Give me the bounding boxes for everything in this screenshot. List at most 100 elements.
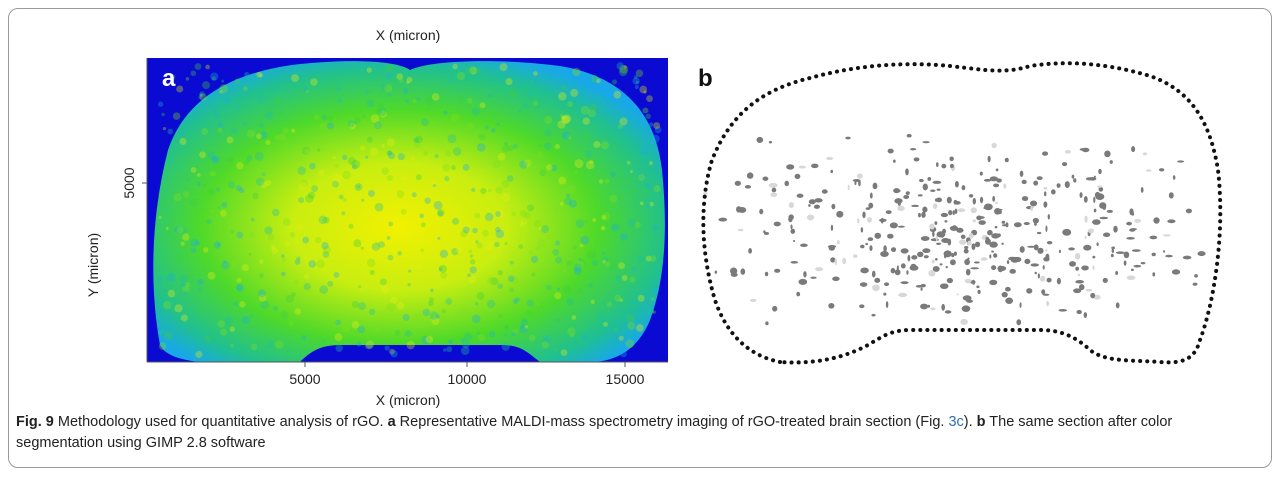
texture-dot — [461, 306, 469, 314]
texture-dot — [296, 256, 301, 261]
speck — [1098, 168, 1102, 175]
speck — [1102, 232, 1111, 238]
texture-dot — [558, 92, 567, 101]
texture-dot — [319, 285, 329, 294]
speck — [883, 245, 887, 253]
texture-dot — [291, 74, 299, 83]
speck — [842, 257, 847, 265]
texture-dot — [279, 111, 285, 117]
texture-dot — [364, 90, 369, 95]
texture-dot — [278, 133, 286, 141]
texture-dot — [489, 331, 496, 338]
texture-dot — [207, 307, 213, 312]
texture-dot — [270, 245, 276, 250]
texture-dot — [280, 271, 286, 277]
texture-dot — [546, 164, 553, 171]
texture-dot — [301, 146, 311, 155]
texture-dot — [629, 187, 637, 195]
texture-dot — [309, 162, 316, 170]
speck — [1050, 189, 1056, 195]
texture-dot — [538, 226, 542, 231]
speck — [1045, 248, 1048, 252]
texture-dot — [545, 284, 552, 291]
speck — [856, 173, 863, 179]
texture-dot — [614, 127, 619, 132]
speck — [1041, 289, 1046, 295]
texture-dot — [438, 264, 447, 273]
speck — [1029, 200, 1038, 207]
speck — [1165, 254, 1173, 258]
texture-dot — [536, 151, 544, 159]
speck — [811, 163, 819, 169]
texture-dot — [524, 211, 531, 219]
texture-dot — [384, 345, 390, 351]
texture-dot — [467, 122, 474, 130]
speck — [887, 148, 894, 154]
texture-dot — [182, 233, 190, 241]
caption-segment[interactable]: 3c — [948, 414, 964, 430]
texture-dot — [643, 90, 647, 94]
speck — [935, 235, 938, 242]
texture-dot — [492, 160, 501, 169]
speck — [993, 183, 1000, 188]
speck — [1113, 225, 1118, 233]
texture-dot — [256, 71, 263, 78]
texture-dot — [199, 93, 203, 97]
texture-dot — [379, 278, 387, 286]
texture-dot — [544, 334, 552, 342]
speck — [1046, 301, 1050, 307]
speck — [883, 282, 890, 287]
texture-dot — [386, 236, 391, 240]
texture-dot — [501, 342, 510, 351]
texture-dot — [482, 229, 489, 237]
speck — [1058, 309, 1068, 312]
texture-dot — [157, 275, 163, 282]
speck — [1030, 263, 1039, 267]
texture-dot — [573, 263, 582, 272]
speck — [1064, 181, 1070, 189]
texture-dot — [353, 121, 357, 125]
speck — [736, 206, 742, 213]
texture-dot — [333, 173, 342, 182]
speck — [814, 198, 823, 203]
speck — [1013, 222, 1022, 228]
texture-dot — [289, 232, 296, 238]
texture-dot — [568, 136, 572, 140]
texture-dot — [405, 99, 409, 104]
texture-dot — [602, 321, 608, 327]
texture-dot — [258, 294, 267, 302]
texture-dot — [468, 249, 473, 254]
texture-dot — [543, 142, 552, 151]
texture-dot — [360, 145, 366, 151]
speck — [867, 217, 872, 223]
texture-dot — [646, 95, 653, 103]
texture-dot — [511, 211, 517, 217]
speck — [859, 282, 868, 287]
texture-dot — [433, 200, 443, 210]
texture-dot — [629, 170, 633, 174]
texture-dot — [327, 116, 333, 122]
texture-dot — [226, 136, 234, 144]
speck — [1042, 293, 1050, 296]
speck — [1093, 175, 1096, 178]
texture-dot — [620, 177, 625, 183]
speck — [1019, 302, 1022, 308]
texture-dot — [616, 62, 624, 70]
speck — [1074, 252, 1081, 260]
speck — [936, 162, 939, 168]
texture-dot — [627, 321, 636, 330]
texture-dot — [426, 99, 433, 106]
speck — [983, 203, 993, 211]
texture-dot — [541, 225, 549, 233]
texture-dot — [631, 266, 636, 271]
texture-dot — [570, 88, 579, 97]
speck — [959, 239, 967, 245]
texture-dot — [318, 169, 325, 176]
speck — [893, 159, 896, 163]
texture-dot — [413, 312, 423, 322]
texture-dot — [230, 343, 234, 348]
texture-dot — [160, 328, 166, 333]
texture-dot — [463, 332, 472, 341]
speck — [790, 261, 799, 264]
speck — [930, 238, 939, 242]
